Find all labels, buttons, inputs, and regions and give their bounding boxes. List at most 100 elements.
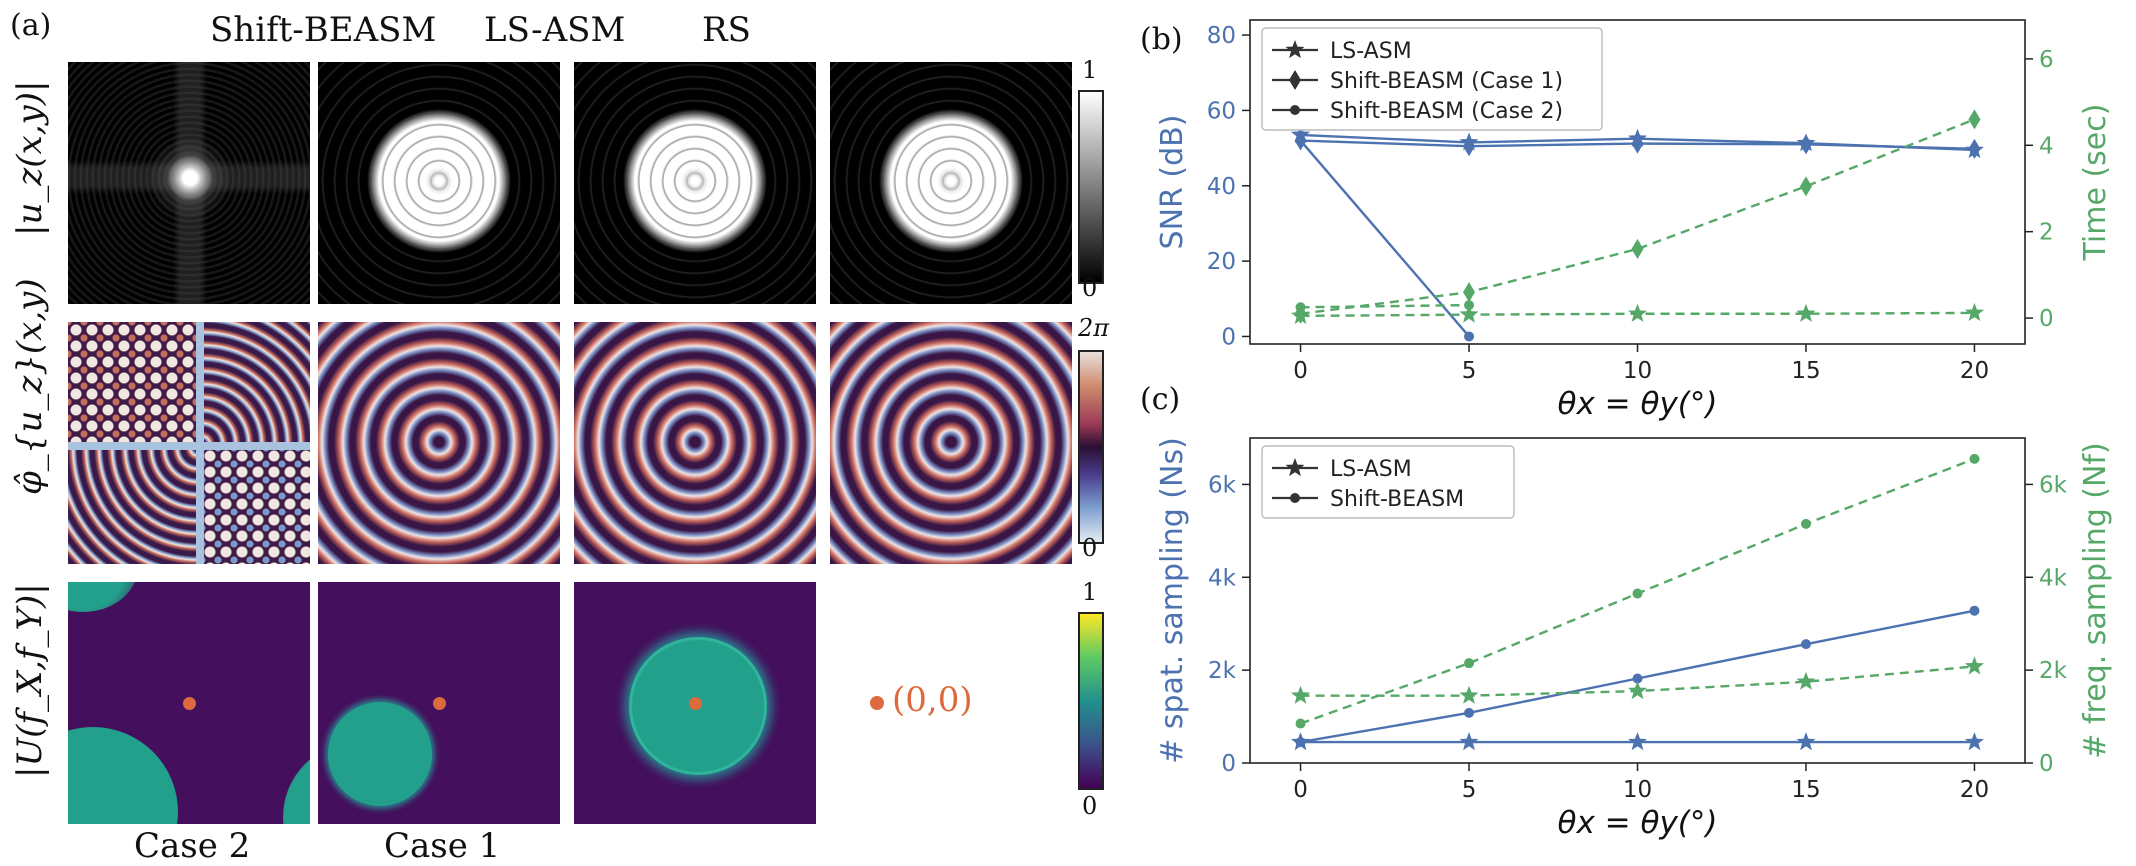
legend-marker: [1290, 105, 1300, 115]
data-point: [1799, 134, 1812, 155]
chart-c: 0 5 10 15 20 0 2k 4k 6k 0 2k 4k 6k θx = θy(°) # spat. …: [1155, 437, 2113, 841]
row-label-amplitude: |u_z(x,y)|: [10, 80, 50, 236]
legend-label: LS-ASM: [1330, 39, 1412, 64]
data-point: [1632, 588, 1643, 599]
y-tick-label: 6k: [1208, 472, 1237, 498]
x-tick-label: 0: [1293, 358, 1308, 384]
x-tick-label: 10: [1623, 358, 1652, 384]
legend-label: Shift-BEASM (Case 1): [1330, 69, 1563, 94]
x-tick-label: 5: [1462, 358, 1477, 384]
amplitude-ls-asm: [574, 62, 816, 304]
x-axis-label: θx = θy(°): [1558, 805, 1718, 841]
legend-marker: [1285, 458, 1305, 477]
amplitude-rs: [830, 62, 1072, 304]
data-point: [1628, 681, 1647, 700]
data-point: [1464, 707, 1475, 718]
panel-a-letter: (a): [10, 8, 52, 43]
legend-label: LS-ASM: [1330, 457, 1412, 482]
data-point: [1459, 304, 1479, 323]
data-point: [1632, 673, 1643, 684]
amplitude-colorbar: [1078, 90, 1104, 284]
phase-shift-beasm-case1: [318, 322, 560, 564]
chart-b: 0 5 10 15 20 0 20 40 60 80 0 2 4 6 θx = θy(°) SNR (dB) T…: [1155, 19, 2113, 422]
y2-tick-label: 6k: [2039, 472, 2068, 498]
y2-tick-label: 0: [2039, 751, 2054, 777]
column-title-ls-asm: LS-ASM: [484, 10, 626, 50]
legend-marker: [1290, 493, 1300, 503]
y2-tick-label: 2: [2039, 220, 2054, 246]
column-title-shift-beasm: Shift-BEASM: [210, 10, 437, 50]
y2-tick-label: 4k: [2039, 565, 2068, 591]
data-point: [1464, 658, 1475, 669]
x-tick-label: 15: [1791, 777, 1820, 803]
row-label-phase: φ̂_{u_z}(x,y): [10, 278, 50, 495]
legend-marker: [1289, 70, 1301, 90]
origin-dot: [689, 697, 702, 710]
y-tick-label: 2k: [1208, 658, 1237, 684]
spectrum-colorbar-min: 0: [1082, 792, 1098, 820]
x-tick-label: 20: [1960, 777, 1989, 803]
row-label-spectrum: |U(f_X,f_Y)|: [10, 583, 50, 778]
case1-label: Case 1: [384, 826, 501, 866]
x-tick-label: 20: [1960, 358, 1989, 384]
y2-tick-label: 2k: [2039, 658, 2068, 684]
data-point: [1463, 136, 1476, 157]
y-axis-label: SNR (dB): [1155, 115, 1190, 250]
y2-axis-label: Time (sec): [2078, 104, 2113, 262]
data-point: [1969, 605, 1980, 616]
data-point: [1459, 685, 1479, 704]
x-tick-label: 5: [1462, 777, 1477, 803]
amplitude-shift-beasm-case2: [68, 62, 310, 304]
spectrum-shift-beasm-case1: [318, 582, 560, 824]
phase-colorbar-max: 2π: [1078, 314, 1110, 342]
case2-label: Case 2: [134, 826, 251, 866]
data-point: [1295, 135, 1306, 146]
y2-axis-label: # freq. sampling (Nf): [2078, 442, 2113, 758]
y-tick-label: 80: [1207, 23, 1236, 49]
y2-tick-label: 6: [2039, 47, 2054, 73]
data-point: [1459, 732, 1479, 751]
y-tick-label: 0: [1221, 324, 1236, 350]
y2-tick-label: 0: [2039, 306, 2054, 332]
series-line-5: [1300, 303, 1470, 309]
spectrum-colorbar-max: 1: [1082, 578, 1098, 606]
origin-legend-label: (0,0): [892, 680, 973, 720]
data-point: [1796, 303, 1816, 322]
legend-label: Shift-BEASM: [1330, 487, 1464, 512]
data-point: [1291, 685, 1311, 704]
data-point: [1799, 176, 1812, 197]
data-point: [1628, 303, 1647, 322]
data-point: [1964, 656, 1984, 675]
panel-b-letter: (b): [1140, 22, 1183, 57]
data-point: [1631, 238, 1644, 259]
series-line-2: [1299, 139, 1470, 338]
y-axis-label: # spat. sampling (Ns): [1155, 437, 1190, 764]
data-point: [1631, 133, 1644, 154]
spectrum-shift-beasm-case2: [68, 582, 310, 824]
origin-dot: [433, 697, 446, 710]
legend-marker: [1285, 40, 1305, 59]
data-point: [1796, 732, 1816, 751]
spectrum-colorbar: [1078, 612, 1104, 790]
origin-legend-dot: [870, 696, 884, 710]
data-point: [1464, 331, 1475, 342]
x-tick-label: 0: [1293, 777, 1308, 803]
data-point: [1295, 718, 1306, 729]
y-tick-label: 0: [1221, 751, 1236, 777]
y-tick-label: 20: [1207, 249, 1236, 275]
series-line-4: [1300, 118, 1975, 315]
data-point: [1464, 300, 1475, 311]
phase-ls-asm: [574, 322, 816, 564]
x-tick-label: 15: [1791, 358, 1820, 384]
data-point: [1968, 138, 1981, 159]
y-tick-label: 60: [1207, 98, 1236, 124]
column-title-rs: RS: [702, 10, 751, 50]
data-point: [1800, 518, 1811, 529]
panel-c-letter: (c): [1140, 382, 1181, 417]
phase-rs: [830, 322, 1072, 564]
phase-colorbar: [1078, 350, 1104, 544]
amplitude-colorbar-max: 1: [1082, 56, 1098, 84]
data-point: [1463, 282, 1476, 303]
y-tick-label: 4k: [1208, 565, 1237, 591]
data-point: [1964, 732, 1984, 751]
